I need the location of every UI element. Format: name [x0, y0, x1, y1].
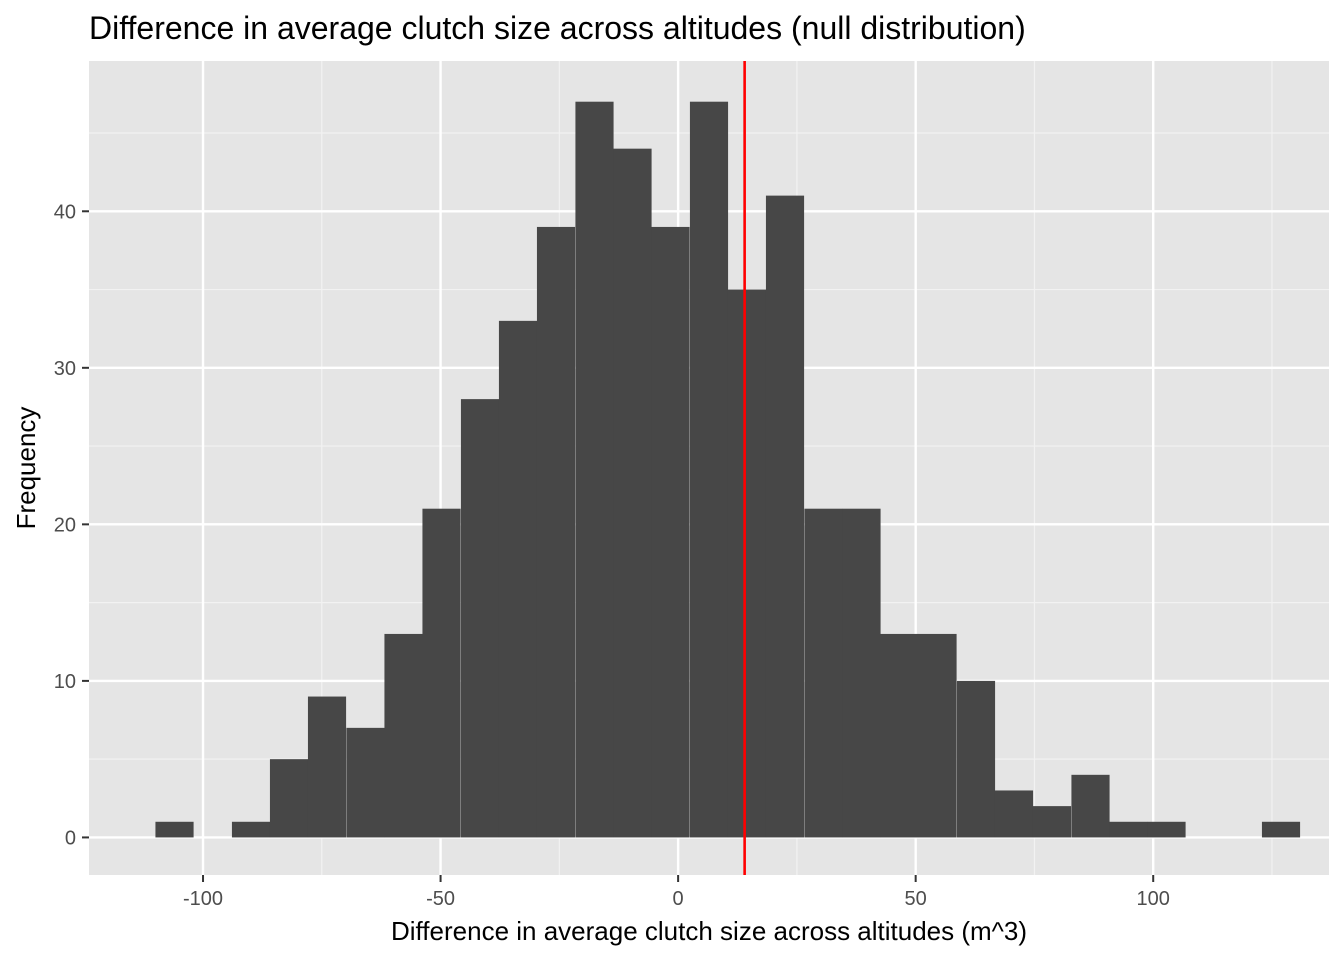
- x-tick-label: 50: [905, 888, 927, 910]
- x-tick-label: 0: [673, 888, 684, 910]
- histogram-bar: [460, 399, 500, 838]
- histogram-bar: [956, 680, 996, 838]
- y-tick-label: 0: [65, 827, 76, 849]
- histogram-bar: [231, 821, 271, 838]
- histogram-bar: [804, 508, 843, 838]
- histogram-bar: [1147, 821, 1186, 838]
- histogram-bar: [498, 320, 538, 838]
- chart-title: Difference in average clutch size across…: [89, 10, 1026, 46]
- histogram-bar: [1261, 821, 1301, 838]
- x-axis-title: Difference in average clutch size across…: [391, 916, 1027, 946]
- histogram-bar: [1109, 821, 1148, 838]
- x-tick-label: -100: [183, 888, 223, 910]
- x-tick-label: -50: [426, 888, 455, 910]
- y-tick-label: 30: [54, 358, 76, 380]
- y-tick-label: 10: [54, 671, 76, 693]
- x-axis: -100 -50 0 50 100: [183, 875, 1170, 910]
- histogram-bar: [384, 633, 423, 838]
- histogram-bar: [613, 148, 652, 838]
- histogram-bar: [842, 508, 881, 838]
- histogram-bar: [1071, 774, 1110, 838]
- histogram-bar: [269, 759, 309, 838]
- histogram-bar: [307, 696, 347, 838]
- histogram-bar: [765, 195, 805, 838]
- y-axis: 0 10 20 30 40: [54, 201, 89, 849]
- histogram-bar: [155, 821, 194, 838]
- histogram-bar: [918, 633, 957, 838]
- histogram-bar: [689, 101, 729, 838]
- histogram-bar: [1032, 806, 1072, 838]
- histogram-bars: [155, 101, 1301, 838]
- x-tick-label: 100: [1137, 888, 1170, 910]
- y-tick-label: 20: [54, 514, 76, 536]
- histogram-bar: [994, 790, 1034, 838]
- histogram-bar: [575, 101, 614, 838]
- y-tick-label: 40: [54, 201, 76, 223]
- histogram-bar: [422, 508, 461, 838]
- histogram-bar: [536, 226, 576, 838]
- y-axis-title: Frequency: [11, 407, 41, 530]
- histogram-bar: [880, 633, 919, 838]
- histogram-bar: [651, 226, 690, 838]
- histogram-bar: [727, 289, 767, 838]
- histogram-bar: [346, 727, 385, 838]
